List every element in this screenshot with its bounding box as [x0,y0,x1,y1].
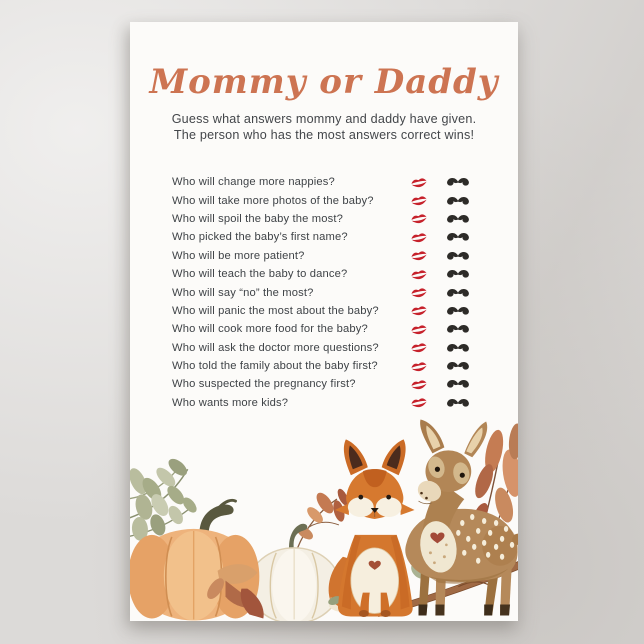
question-row: Who will change more nappies? [130,173,518,191]
question-row: Who will spoil the baby the most? [130,210,518,228]
autumn-twig-illustration [296,488,349,550]
question-row: Who wants more kids? [130,394,518,412]
question-row: Who will cook more food for the baby? [130,320,518,338]
page-title: Mommy or Daddy [149,62,499,102]
lips-icon [410,378,428,391]
subtitle-line-1: Guess what answers mommy and daddy have … [171,112,477,126]
subtitle: Guess what answers mommy and daddy have … [130,112,518,144]
question-text: Who will take more photos of the baby? [172,194,374,207]
question-row: Who will ask the doctor more questions? [130,339,518,357]
subtitle-line-2: The person who has the most answers corr… [173,127,475,142]
lips-icon [410,176,428,189]
question-text: Who told the family about the baby first… [172,360,378,373]
question-text: Who will change more nappies? [172,176,335,189]
question-text: Who will be more patient? [172,249,305,262]
autumn-leaves-illustration [207,564,264,619]
question-row: Who picked the baby’s first name? [130,228,518,246]
mustache-icon [446,288,470,298]
mustache-icon [446,177,470,187]
question-row: Who will teach the baby to dance? [130,265,518,283]
autumn-leaves-right-illustration [472,423,518,540]
mustache-icon [446,196,470,206]
mustache-icon [446,324,470,334]
lips-icon [410,286,428,299]
lips-icon [410,231,428,244]
question-text: Who will say “no” the most? [172,286,314,299]
mustache-icon [446,251,470,261]
mustache-icon [446,269,470,279]
question-row: Who will be more patient? [130,247,518,265]
question-text: Who wants more kids? [172,396,289,409]
mustache-icon [446,306,470,316]
lips-icon [410,304,428,317]
lips-icon [410,268,428,281]
lips-icon [410,249,428,262]
game-card: Mommy or Daddy Guess what answers mommy … [130,22,518,621]
question-text: Who will teach the baby to dance? [172,268,348,281]
white-pumpkin-illustration [247,523,341,621]
question-text: Who will cook more food for the baby? [172,323,368,336]
question-text: Who suspected the pregnancy first? [172,378,356,391]
eucalyptus-illustration [130,458,197,541]
fox-illustration [328,439,415,617]
lips-icon [410,360,428,373]
lips-icon [410,396,428,409]
question-text: Who will ask the doctor more questions? [172,341,379,354]
deer-illustration [405,419,518,616]
question-text: Who will panic the most about the baby? [172,304,379,317]
question-row: Who told the family about the baby first… [130,357,518,375]
mustache-icon [446,361,470,371]
mustache-icon [446,379,470,389]
woodland-illustration [130,419,518,621]
lips-icon [410,341,428,354]
question-text: Who picked the baby’s first name? [172,231,348,244]
lips-icon [410,194,428,207]
mustache-icon [446,343,470,353]
question-row: Who will take more photos of the baby? [130,191,518,209]
question-row: Who suspected the pregnancy first? [130,375,518,393]
mustache-icon [446,398,470,408]
mustache-icon [446,232,470,242]
question-row: Who will say “no” the most? [130,283,518,301]
lips-icon [410,212,428,225]
lips-icon [410,323,428,336]
question-list: Who will change more nappies? Who will t… [130,173,518,412]
question-text: Who will spoil the baby the most? [172,212,343,225]
question-row: Who will panic the most about the baby? [130,302,518,320]
mustache-icon [446,214,470,224]
